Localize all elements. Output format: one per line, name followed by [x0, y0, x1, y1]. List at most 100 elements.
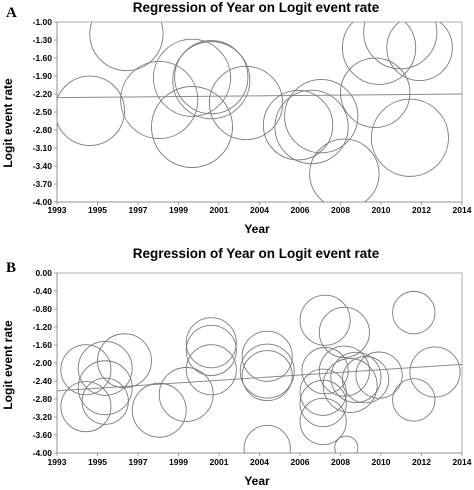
- panel-a-x-tick-label: 1997: [129, 205, 148, 215]
- panel-a-data-bubble: [363, 22, 438, 70]
- panel-b-data-bubble: [241, 330, 293, 382]
- panel-b-x-tick-label: 2004: [250, 457, 269, 467]
- panel-b-data-bubble: [318, 306, 370, 358]
- panel-a-x-tick-label: 1999: [169, 205, 188, 215]
- panel-b-data-bubble: [60, 344, 112, 396]
- panel-a-data-bubble: [89, 22, 164, 72]
- panel-b-data-bubble: [185, 324, 237, 376]
- panel-b-y-tick-label: -3.20: [33, 412, 53, 422]
- panel-b-data-bubble: [81, 377, 129, 425]
- panel-b-data-bubble: [60, 381, 112, 433]
- panel-b-x-axis-title: Year: [244, 474, 270, 488]
- panel-b-x-tick-label: 1993: [48, 457, 67, 467]
- panel-b: B Regression of Year on Logit event rate…: [1, 246, 472, 488]
- panel-a-letter: A: [6, 5, 17, 21]
- panel-b-data-bubble: [299, 368, 347, 416]
- panel-b-data-bubble: [322, 358, 378, 413]
- panel-a-y-tick-label: -4.00: [33, 197, 53, 207]
- panel-b-data-bubble: [77, 360, 133, 416]
- panel-b-data-bubble: [355, 351, 403, 399]
- panel-a-x-axis-title: Year: [244, 222, 270, 236]
- panel-a-data-bubble: [370, 98, 449, 177]
- panel-a-x-tick-label: 2008: [331, 205, 350, 215]
- panel-b-x-tick-label: 1995: [88, 457, 107, 467]
- panel-b-data-bubble: [299, 379, 347, 428]
- panel-a-data-bubble: [386, 22, 453, 82]
- panel-a-y-tick-label: -2.20: [33, 89, 53, 99]
- panel-a-data-bubble: [208, 65, 284, 141]
- panel-a-y-tick-label: -2.50: [33, 107, 53, 117]
- panel-a-data-bubble: [274, 89, 349, 165]
- panel-a-x-tick-label: 1993: [48, 205, 67, 215]
- panel-b-y-axis-title: Logit event rate: [1, 320, 15, 410]
- panel-a-data-bubble: [262, 90, 334, 161]
- panel-b-plot-frame: [56, 272, 463, 454]
- panel-b-data-bubble: [334, 435, 359, 453]
- panel-b-x-tick-label: 1997: [129, 457, 148, 467]
- panel-a-data-bubble: [341, 22, 417, 85]
- panel-b-y-tick-label: -1.60: [33, 340, 53, 350]
- panel-b-x-tick-label: 2012: [412, 457, 431, 467]
- panel-a-x-tick-label: 2014: [453, 205, 472, 215]
- panel-a-x-tick-label: 2004: [250, 205, 269, 215]
- panel-b-y-tick-label: -0.80: [33, 304, 53, 314]
- panel-b-data-bubble: [239, 343, 295, 399]
- panel-b-y-tick-label: -2.80: [33, 394, 53, 404]
- panel-a-x-tick-label: 2012: [412, 205, 431, 215]
- panel-b-y-tick-label: -0.40: [33, 286, 53, 296]
- panel-b-y-tick-label: -3.60: [33, 430, 53, 440]
- panel-a-data-bubble: [57, 75, 125, 146]
- panel-b-title: Regression of Year on Logit event rate: [133, 246, 380, 261]
- panel-b-data-bubble: [392, 290, 436, 335]
- panel-a-regression-line: [57, 93, 462, 99]
- panel-a-y-tick-label: -1.90: [33, 71, 53, 81]
- panel-a-data-bubble: [152, 38, 232, 117]
- panel-a-y-tick-label: -3.10: [33, 143, 53, 153]
- panel-b-y-tick-label: -2.40: [33, 376, 53, 386]
- panel-a-x-tick-label: 1995: [88, 205, 107, 215]
- panel-a-data-bubble: [120, 60, 199, 140]
- panel-a-x-tick-label: 2006: [291, 205, 310, 215]
- panel-b-data-bubble: [392, 378, 436, 422]
- panel-b-data-bubble: [185, 317, 237, 369]
- panel-a-y-axis-title: Logit event rate: [1, 78, 15, 168]
- panel-b-y-tick-label: -1.20: [33, 322, 53, 332]
- panel-b-x-tick-label: 1999: [169, 457, 188, 467]
- panel-b-data-bubble: [299, 397, 347, 446]
- panel-a-y-tick-label: -3.70: [33, 179, 53, 189]
- panel-b-data-bubble: [318, 345, 370, 397]
- panel-b-y-tick-label: -4.00: [33, 448, 53, 458]
- panel-a-y-tick-label: -2.80: [33, 125, 53, 135]
- panel-b-regression-line: [57, 363, 462, 392]
- panel-b-data-bubble: [409, 346, 461, 398]
- panel-a-x-tick-label: 2010: [372, 205, 391, 215]
- panel-a-x-tick-label: 2001: [210, 205, 229, 215]
- panel-b-data-bubble: [97, 333, 152, 389]
- panel-a-title: Regression of Year on Logit event rate: [133, 0, 380, 15]
- panel-a-y-tick-label: -1.60: [33, 53, 53, 63]
- panel-b-letter: B: [6, 260, 16, 276]
- panel-a-data-bubble: [172, 41, 251, 120]
- panel-b-x-tick-label: 2010: [372, 457, 391, 467]
- panel-b-x-tick-label: 2006: [291, 457, 310, 467]
- panel-b-data-bubble: [131, 382, 187, 438]
- panel-a-y-tick-label: -1.30: [33, 35, 53, 45]
- panel-a-data-bubble: [309, 138, 380, 202]
- panel-b-data-bubble: [330, 351, 382, 403]
- panel-a-y-tick-label: -1.00: [33, 17, 53, 27]
- panel-b-data-bubble: [301, 347, 349, 395]
- panel-b-data-bubble: [299, 294, 351, 346]
- panel-b-y-tick-label: -2.00: [33, 358, 53, 368]
- panel-a-y-tick-label: -3.40: [33, 161, 53, 171]
- panel-b-data-bubble: [185, 344, 237, 396]
- panel-a: A Regression of Year on Logit event rate…: [1, 0, 472, 236]
- panel-a-data-bubble: [340, 57, 411, 128]
- panel-a-data-bubble: [284, 79, 359, 154]
- panel-b-x-tick-label: 2014: [453, 457, 472, 467]
- panel-a-data-bubble: [151, 86, 233, 168]
- panel-b-x-tick-label: 2001: [210, 457, 229, 467]
- panel-b-x-tick-label: 2008: [331, 457, 350, 467]
- panel-b-data-bubble: [241, 350, 293, 402]
- panel-b-data-bubble: [243, 424, 291, 453]
